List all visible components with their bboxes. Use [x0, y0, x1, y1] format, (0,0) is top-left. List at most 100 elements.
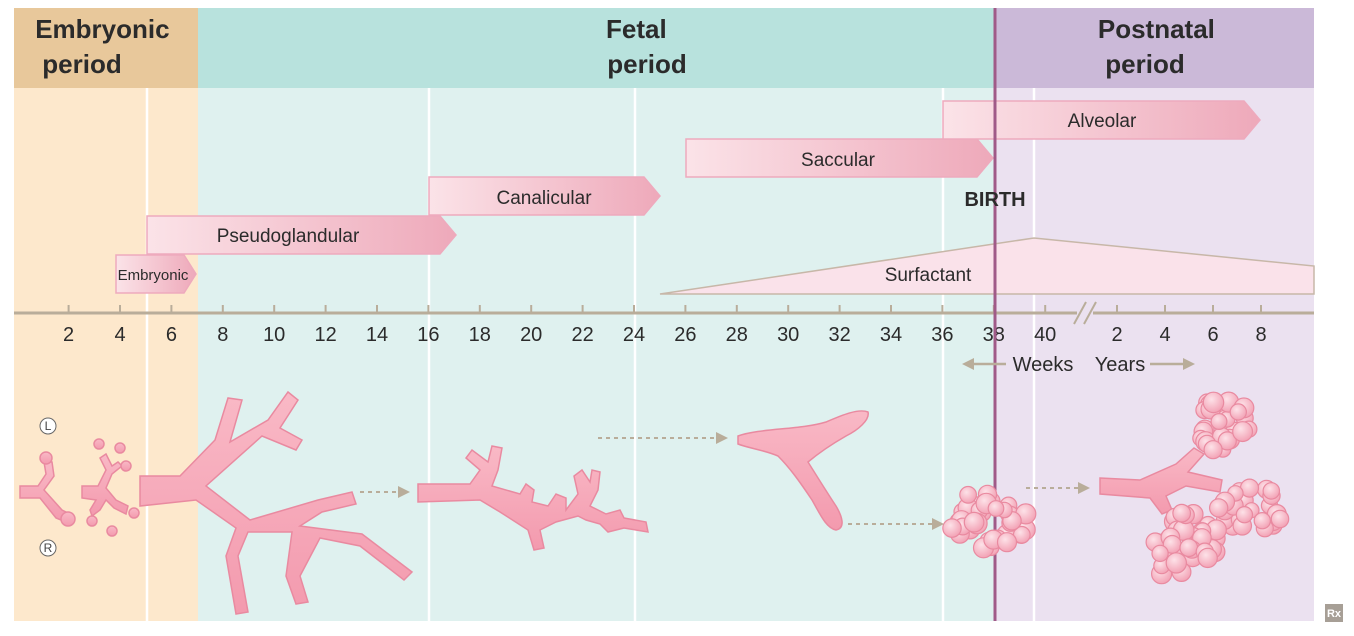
- fetal-period-title-line1: Fetal: [606, 14, 667, 44]
- axis-tick-label-week: 16: [417, 324, 439, 346]
- branch-tip: [106, 525, 118, 537]
- stage-arrow-pseudoglandular: [146, 215, 457, 255]
- alveolar-sac: [942, 518, 962, 538]
- postnatal-period-title-line1: Postnatal: [1098, 14, 1215, 44]
- stage-label-pseudoglandular: Pseudoglandular: [217, 226, 360, 247]
- axis-tick-label-week: 28: [726, 324, 748, 346]
- postnatal-period-title-line2: period: [1105, 49, 1184, 79]
- pseudoglandular-tree-illustration: [139, 390, 414, 615]
- fetal-period-header: [198, 8, 995, 88]
- progression-arrow-head: [1078, 482, 1090, 494]
- weeks-arrow: [962, 358, 1006, 370]
- stage-label-embryonic: Embryonic: [118, 267, 189, 284]
- surfactant-label: Surfactant: [885, 265, 972, 286]
- pseudoglandular-tree-shape: [139, 390, 414, 615]
- axis-tick-label-week: 10: [263, 324, 285, 346]
- alveolar-sac: [1232, 421, 1254, 443]
- branch-tip: [93, 438, 105, 450]
- axis-tick-label-week: 40: [1034, 324, 1056, 346]
- years-arrow-head: [1183, 358, 1195, 370]
- axis-tick-label-week: 20: [520, 324, 542, 346]
- axis-break-mark: [1073, 301, 1087, 325]
- axis-tick-label-week: 6: [166, 324, 177, 346]
- stage-arrow-alveolar: [942, 100, 1261, 140]
- lung-bud-tip: [60, 511, 76, 527]
- right-side-marker-text: R: [44, 541, 53, 555]
- axis-break-gap: [1077, 302, 1093, 324]
- weeks-label: Weeks: [1013, 354, 1074, 376]
- alveolar-sac: [1229, 403, 1248, 421]
- alveolar-sac: [996, 532, 1018, 553]
- saccular-sacs-illustration: [942, 484, 1037, 559]
- alveolar-sac: [1217, 431, 1237, 451]
- alveolar-sac: [1253, 512, 1272, 530]
- axis-tick-label-year: 6: [1207, 324, 1218, 346]
- weeks-arrow-head: [962, 358, 974, 370]
- stage-arrows: [115, 100, 1261, 294]
- fetal-period-title: Fetal period: [606, 14, 687, 79]
- canalicular-tree-illustration: [417, 445, 649, 551]
- axis-tick-label-week: 34: [880, 324, 902, 346]
- alveolar-sac: [959, 485, 977, 504]
- axis-tick-label-week: 14: [366, 324, 388, 346]
- alveolar-sac: [987, 500, 1005, 517]
- stage-label-saccular: Saccular: [801, 150, 876, 171]
- rx-badge-text: Rx: [1327, 608, 1342, 620]
- saccular-tree-shape: [737, 410, 869, 531]
- alveolar-sac: [1270, 509, 1290, 529]
- progression-arrow-head: [398, 486, 410, 498]
- stage-label-alveolar: Alveolar: [1068, 111, 1137, 132]
- branch-tip: [86, 515, 98, 527]
- alveolar-sac: [1208, 498, 1229, 518]
- embryonic-period-title-line1: Embryonic: [35, 14, 169, 44]
- postnatal-period-title: Postnatal period: [1098, 14, 1222, 79]
- axis-tick-label-week: 4: [114, 324, 125, 346]
- alveolar-tree-shape: [1099, 447, 1223, 515]
- alveolar-sac: [963, 511, 985, 533]
- alveolar-sac: [1202, 391, 1225, 414]
- embryonic-branching-illustration: [81, 438, 140, 537]
- left-side-marker: L: [39, 417, 57, 435]
- surfactant-wedge: [659, 237, 1315, 295]
- alveolar-sac: [1235, 506, 1254, 524]
- alveolar-sac: [1165, 552, 1188, 574]
- alveolar-sac: [1151, 544, 1169, 563]
- left-side-marker-text: L: [45, 419, 52, 433]
- years-label: Years: [1095, 354, 1145, 376]
- lung-bud-tip: [39, 451, 53, 465]
- axis-tick-label-week: 36: [931, 324, 953, 346]
- axis-tick-label-week: 30: [777, 324, 799, 346]
- embryonic-period-title: Embryonic period: [35, 14, 177, 79]
- axis-break: [1073, 301, 1097, 325]
- alveolar-sac: [1203, 440, 1223, 460]
- axis-tick-label-week: 8: [217, 324, 228, 346]
- postnatal-period-header: [995, 8, 1314, 88]
- stage-arrow-saccular: [685, 138, 994, 178]
- axis-tick-label-week: 22: [571, 324, 593, 346]
- embryonic-period-title-line2: period: [42, 49, 121, 79]
- branch-tip: [114, 442, 126, 454]
- axis-tick-labels: 2468101214161820222426283032343638402468: [63, 324, 1267, 346]
- axis-tick-label-year: 2: [1111, 324, 1122, 346]
- lung-bud-shape: [19, 461, 72, 523]
- right-side-marker: R: [39, 539, 57, 557]
- alveolar-sac: [1172, 503, 1192, 523]
- canalicular-tree-shape: [417, 445, 649, 551]
- birth-label: BIRTH: [964, 189, 1025, 211]
- progression-arrow-head: [716, 432, 728, 444]
- axis-tick-label-year: 4: [1159, 324, 1170, 346]
- branch-tip: [128, 507, 140, 519]
- axis-tick-label-week: 12: [314, 324, 336, 346]
- rx-badge: Rx: [1325, 604, 1343, 622]
- axis-break-mark: [1083, 301, 1097, 325]
- embryonic-period-background: [14, 88, 198, 621]
- axis-tick-label-week: 2: [63, 324, 74, 346]
- axis-tick-label-week: 24: [623, 324, 645, 346]
- embryonic-branching-shape: [81, 452, 129, 518]
- fetal-period-title-line2: period: [607, 49, 686, 79]
- stage-label-canalicular: Canalicular: [496, 188, 592, 209]
- alveolar-sac: [1197, 547, 1218, 569]
- stage-arrow-canalicular: [428, 176, 661, 216]
- axis-tick-label-week: 32: [828, 324, 850, 346]
- branch-tip: [120, 460, 132, 472]
